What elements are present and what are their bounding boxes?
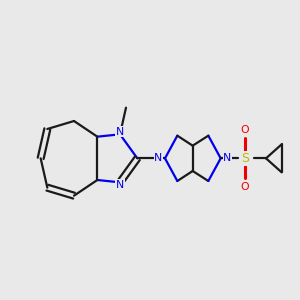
Text: O: O [241,182,249,192]
Text: S: S [241,152,249,165]
Text: N: N [116,127,124,137]
Text: O: O [241,125,249,135]
Text: N: N [223,153,232,163]
Text: N: N [154,153,163,163]
Text: N: N [116,180,124,190]
